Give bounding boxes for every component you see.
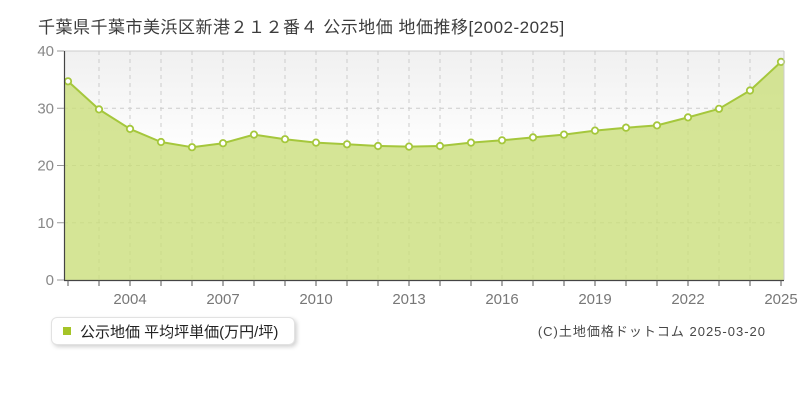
data-point (652, 121, 662, 130)
x-axis-label: 2013 (392, 291, 425, 308)
data-point (156, 137, 166, 147)
legend-series-marker-icon (63, 327, 71, 335)
legend-label: 公示地価 平均坪単価(万円/坪) (80, 323, 279, 341)
data-point (590, 126, 600, 135)
data-point (311, 138, 321, 147)
data-point (745, 86, 755, 95)
x-axis-label: 2007 (206, 291, 239, 308)
data-point (714, 104, 724, 113)
series-area-fill (65, 61, 784, 281)
data-point (63, 77, 73, 86)
data-point (280, 135, 290, 144)
y-axis-label: 20 (37, 158, 54, 175)
data-point (94, 105, 104, 114)
data-point (249, 130, 259, 139)
data-point (404, 142, 414, 151)
data-point (497, 136, 507, 145)
data-point (621, 123, 631, 132)
x-axis-label: 2010 (299, 291, 332, 308)
data-point (776, 57, 786, 67)
data-point (187, 143, 197, 152)
y-axis-label: 0 (46, 272, 54, 289)
legend: 公示地価 平均坪単価(万円/坪) (51, 317, 296, 345)
x-axis-label: 2025 (764, 291, 797, 308)
series-line (67, 60, 782, 149)
data-point (218, 139, 228, 148)
data-point (683, 113, 693, 122)
x-axis-label: 2019 (578, 291, 611, 308)
page-title: 千葉県千葉市美浜区新港２１２番４ 公示地価 地価推移[2002-2025] (38, 18, 565, 37)
y-axis-label: 30 (37, 100, 54, 117)
x-axis-label: 2004 (113, 291, 146, 308)
data-point (373, 141, 383, 151)
data-point (528, 133, 538, 142)
data-point (466, 138, 476, 147)
y-axis-label: 40 (37, 43, 54, 60)
copyright-credit: (C)土地価格ドットコム 2025-03-20 (537, 324, 766, 339)
data-point (559, 130, 569, 139)
x-axis-label: 2022 (671, 291, 704, 308)
data-point (435, 141, 445, 151)
y-axis-label: 10 (37, 215, 54, 232)
data-point (342, 140, 352, 149)
data-point (125, 124, 135, 133)
x-axis-label: 2016 (485, 291, 518, 308)
